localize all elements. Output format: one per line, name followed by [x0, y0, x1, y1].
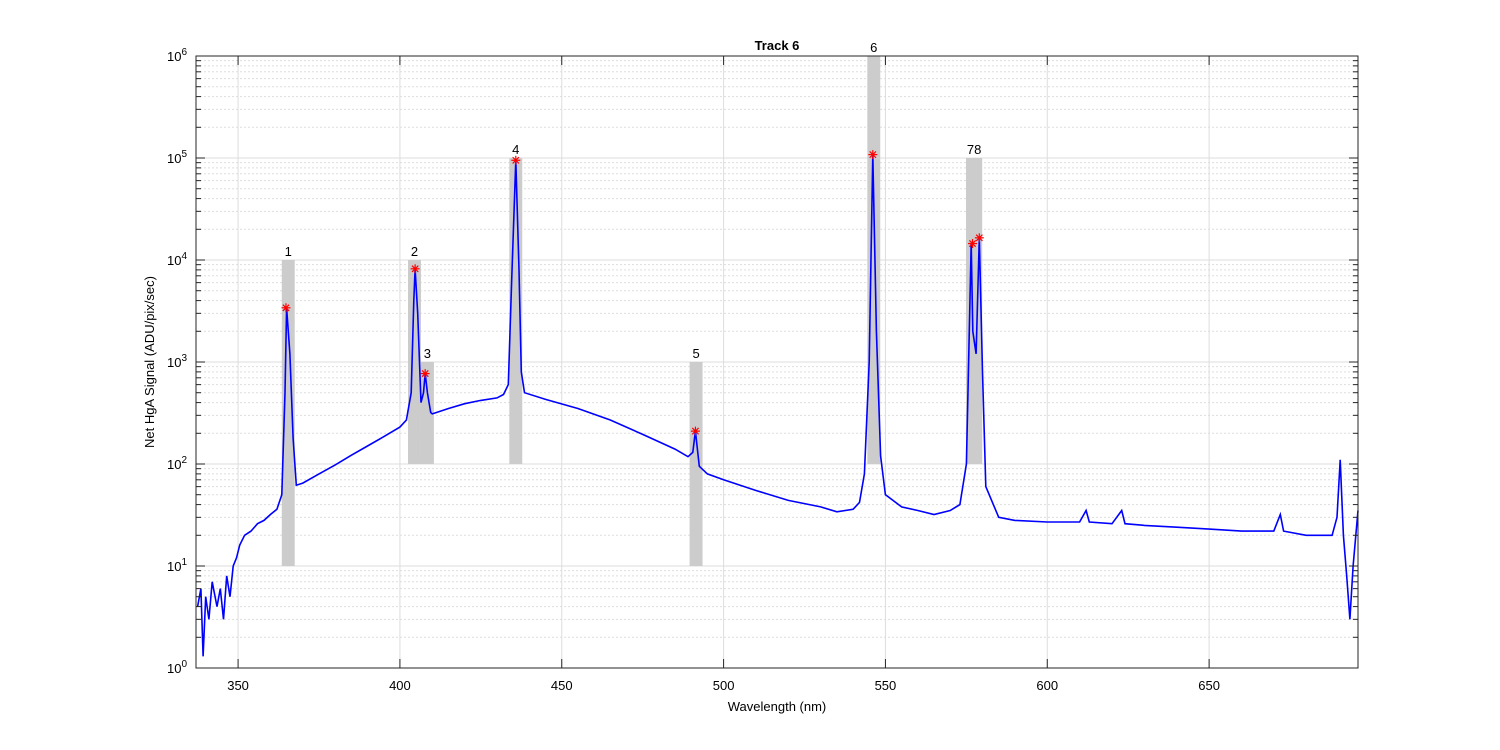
spectrum-line	[196, 154, 1359, 657]
peak-marker-stroke	[421, 370, 429, 378]
peak-marker	[420, 369, 430, 379]
y-tick-label: 105	[167, 149, 187, 166]
peak-marker-stroke	[975, 234, 983, 242]
peak-marker	[868, 150, 878, 160]
band-label: 6	[870, 40, 877, 55]
y-axis-label: Net HgA Signal (ADU/pix/sec)	[142, 276, 157, 448]
axis-ticks	[196, 55, 1358, 669]
x-tick-label: 600	[1036, 678, 1058, 693]
peak-markers	[281, 150, 984, 436]
peak-marker	[968, 239, 978, 249]
band-label: 1	[285, 244, 292, 259]
y-tick-label: 101	[167, 557, 187, 574]
peak-marker-stroke	[512, 156, 520, 164]
peak-marker	[511, 155, 521, 165]
peak-marker	[690, 426, 700, 436]
peak-marker	[281, 303, 291, 313]
peak-marker	[410, 264, 420, 274]
x-tick-label: 550	[875, 678, 897, 693]
x-tick-label: 400	[389, 678, 411, 693]
peak-marker-stroke	[282, 304, 290, 312]
minor-grid	[196, 60, 1358, 638]
peak-band	[689, 362, 703, 566]
peak-marker-stroke	[691, 427, 700, 435]
y-tick-labels: 100 101 102 103 104 105 106	[167, 47, 187, 676]
chart-title: Track 6	[755, 38, 800, 53]
y-tick-label: 106	[167, 47, 187, 64]
band-label: 2	[411, 244, 418, 259]
x-tick-labels: 350 400 450 500 550 600 650	[227, 678, 1220, 693]
band-label: 3	[424, 346, 431, 361]
x-tick-label: 500	[713, 678, 735, 693]
peak-band	[966, 158, 983, 464]
y-tick-label: 103	[167, 353, 187, 370]
band-label: 4	[512, 142, 519, 157]
y-tick-label: 104	[167, 251, 187, 268]
x-tick-label: 350	[227, 678, 249, 693]
band-label: 78	[967, 142, 981, 157]
band-labels: 1 2 3 4 5 6 78	[285, 40, 982, 361]
peak-marker-stroke	[869, 151, 877, 159]
x-tick-label: 650	[1198, 678, 1220, 693]
band-label: 5	[692, 346, 699, 361]
peak-marker	[974, 233, 984, 243]
x-axis-label: Wavelength (nm)	[728, 699, 827, 714]
x-tick-label: 450	[551, 678, 573, 693]
peak-marker-stroke	[968, 239, 977, 248]
peak-marker-stroke	[411, 265, 419, 273]
y-tick-label: 102	[167, 455, 187, 472]
y-tick-label: 100	[167, 659, 187, 676]
peak-band	[281, 260, 295, 566]
